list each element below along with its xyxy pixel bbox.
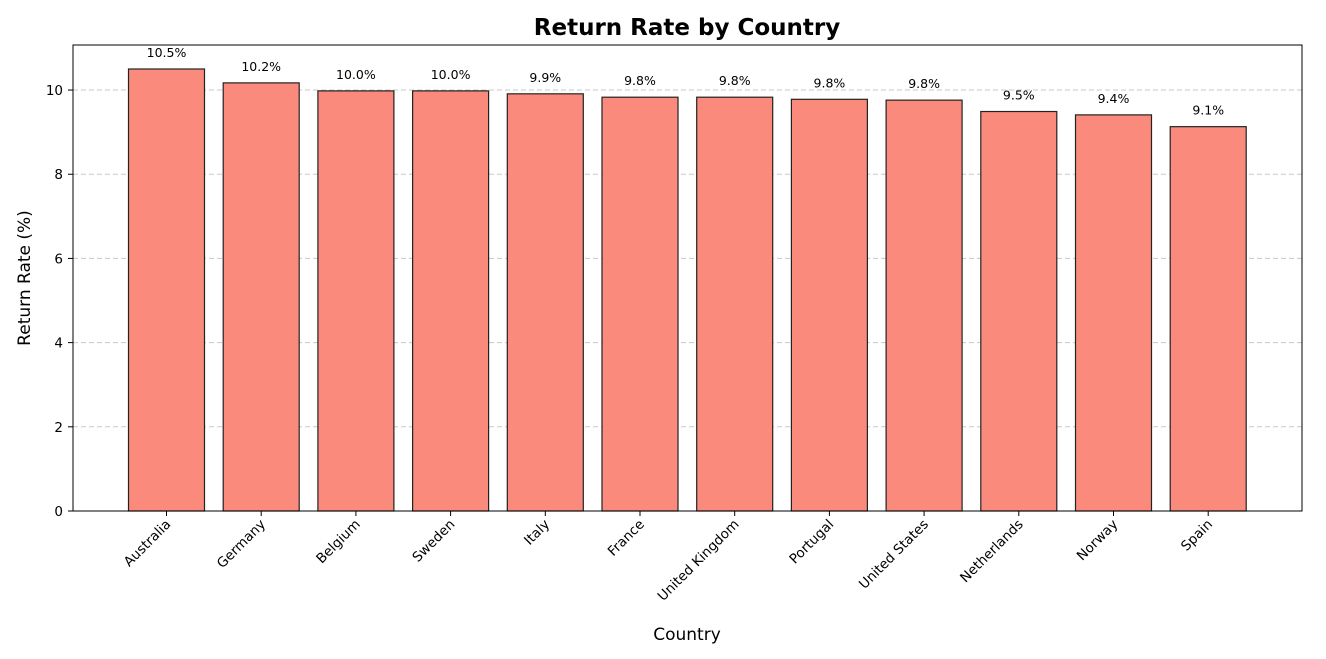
bar — [980, 110, 1058, 512]
x-tick-label: Germany — [214, 517, 269, 572]
data-label: 9.8% — [624, 73, 656, 88]
x-tick-label: Norway — [1074, 517, 1122, 565]
plot-frame — [72, 44, 1303, 512]
y-axis-ticks: 0 2 4 6 8 10 — [46, 83, 73, 520]
bars — [127, 68, 1247, 512]
bar — [1074, 114, 1153, 512]
x-tick-label: Sweden — [409, 517, 458, 566]
bar — [1169, 126, 1247, 512]
data-label: 9.9% — [529, 70, 561, 85]
y-tick-label: 4 — [54, 336, 63, 352]
x-tick-label: Australia — [121, 517, 175, 571]
bar — [127, 68, 206, 512]
data-labels: 10.5% 10.2% 10.0% 10.0% 9.9% 9.8% 9.8% 9.8% 9.8%… — [147, 45, 1225, 118]
data-label: 10.2% — [241, 59, 281, 74]
data-label: 9.5% — [1003, 88, 1035, 103]
data-label: 9.8% — [908, 76, 940, 91]
bar — [412, 90, 490, 512]
data-label: 9.1% — [1192, 103, 1224, 118]
x-axis-label: Country — [653, 625, 721, 645]
bar — [506, 93, 584, 512]
bar — [317, 90, 395, 512]
y-axis-label: Return Rate (%) — [15, 210, 35, 346]
bar — [696, 96, 774, 512]
y-tick-label: 2 — [54, 420, 63, 436]
x-tick-label: Italy — [521, 517, 553, 549]
x-tick-label: Belgium — [313, 517, 363, 567]
bar — [790, 98, 869, 512]
data-label: 10.0% — [431, 67, 471, 82]
y-tick-label: 6 — [54, 251, 63, 267]
data-label: 10.5% — [147, 45, 187, 60]
x-tick-label: France — [605, 517, 648, 560]
y-tick-label: 10 — [46, 83, 63, 99]
data-label: 9.8% — [719, 73, 751, 88]
x-tick-label: United Kingdom — [655, 517, 743, 605]
data-label: 9.8% — [814, 75, 846, 90]
x-tick-label: Netherlands — [957, 517, 1027, 587]
bar — [601, 96, 679, 512]
data-label: 9.4% — [1098, 91, 1130, 106]
x-tick-label: Spain — [1178, 517, 1216, 555]
bar — [222, 82, 300, 512]
data-label: 10.0% — [336, 67, 376, 82]
y-tick-label: 8 — [54, 167, 63, 183]
x-tick-label: Portugal — [786, 517, 837, 568]
chart-title: Return Rate by Country — [534, 15, 840, 41]
x-tick-label: United States — [856, 517, 932, 593]
bar — [885, 99, 963, 512]
x-axis-ticks: Australia Germany Belgium Sweden Italy France… — [121, 511, 1216, 604]
y-tick-label: 0 — [54, 504, 63, 520]
